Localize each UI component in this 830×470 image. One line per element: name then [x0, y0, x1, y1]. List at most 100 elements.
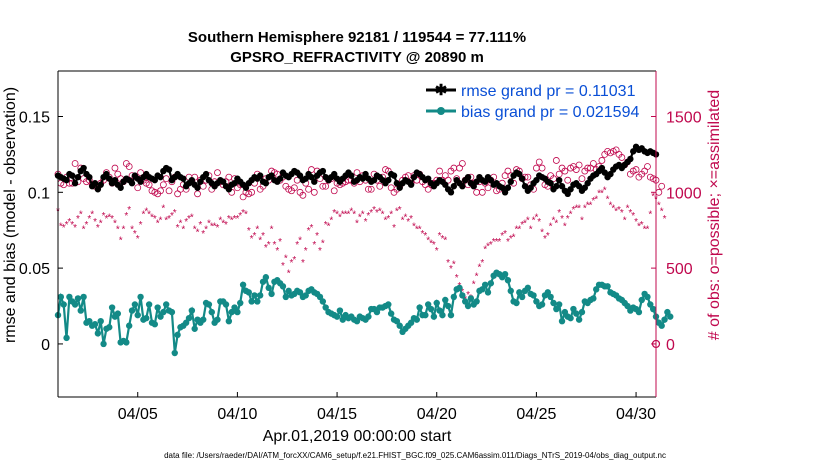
assimilated-obs-point: * — [432, 240, 436, 251]
rmse-point — [256, 172, 264, 179]
assimilated-obs-point: * — [509, 234, 513, 245]
possible-obs-point — [330, 187, 338, 195]
legend-bias-marker — [437, 107, 445, 115]
bias-point — [436, 307, 443, 314]
assimilated-obs-point: * — [144, 206, 148, 217]
assimilated-obs-point: * — [495, 237, 499, 248]
assimilated-obs-point: * — [375, 208, 379, 219]
assimilated-obs-point: * — [515, 225, 519, 236]
assimilated-obs-point: * — [586, 200, 590, 211]
assimilated-obs-point: * — [184, 217, 188, 228]
assimilated-obs-point: * — [267, 240, 271, 251]
bias-point — [151, 321, 159, 328]
assimilated-obs-point: * — [554, 219, 558, 230]
bias-point — [473, 298, 480, 305]
bias-point — [63, 334, 70, 342]
assimilated-obs-point: * — [589, 200, 593, 211]
possible-obs-point — [310, 188, 318, 196]
rmse-point — [69, 172, 76, 179]
assimilated-obs-point: * — [358, 213, 362, 224]
assimilated-obs-point: * — [295, 240, 299, 251]
bias-point — [225, 317, 233, 325]
assimilated-obs-point: * — [401, 216, 405, 227]
rmse-point — [598, 164, 606, 172]
assimilated-obs-point: * — [159, 216, 163, 227]
bias-point — [256, 292, 264, 299]
bias-point — [74, 295, 82, 302]
rmse-point — [128, 180, 136, 187]
x-tick-label: 04/10 — [217, 406, 257, 423]
rmse-point — [581, 184, 589, 191]
possible-obs-point — [538, 164, 546, 172]
possible-obs-point — [125, 163, 133, 170]
bias-point — [100, 340, 107, 348]
assimilated-obs-point: * — [181, 225, 185, 236]
assimilated-obs-point: * — [82, 225, 86, 236]
rmse-point — [370, 176, 378, 184]
assimilated-obs-point: * — [626, 203, 630, 214]
bias-point — [174, 331, 181, 339]
bias-point — [513, 299, 520, 307]
assimilated-obs-point: * — [406, 217, 410, 228]
rmse-point — [385, 176, 392, 184]
rmse-point — [219, 178, 227, 185]
possible-obs-point — [484, 184, 492, 192]
axes: 04/05 04/10 04/15 04/20 04/25 04/30 0 0.05 0.1 0.… — [19, 70, 702, 423]
rmse-point — [575, 183, 583, 190]
bias-point — [667, 313, 674, 320]
bias-point — [507, 287, 514, 295]
bias-point — [97, 317, 104, 325]
assimilated-obs-point: * — [338, 213, 342, 224]
rmse-point — [390, 172, 398, 179]
rmse-point — [188, 176, 196, 184]
bias-point — [433, 299, 440, 307]
assimilated-obs-point: * — [133, 229, 137, 240]
assimilated-obs-point: * — [517, 225, 521, 236]
bias-point — [185, 314, 193, 322]
rmse-point — [450, 183, 458, 190]
rmse-point — [359, 175, 366, 182]
assimilated-obs-point: * — [449, 264, 453, 275]
possible-obs-point — [134, 184, 142, 192]
assimilated-obs-point: * — [566, 214, 570, 225]
assimilated-obs-point: * — [583, 203, 587, 214]
assimilated-obs-point: * — [475, 272, 479, 283]
assimilated-obs-point: * — [403, 213, 407, 224]
assimilated-obs-point: * — [631, 211, 635, 222]
assimilated-obs-point: * — [284, 254, 288, 265]
bias-point — [251, 292, 258, 299]
assimilated-obs-point: * — [153, 214, 157, 225]
bias-point — [387, 310, 395, 317]
assimilated-obs-point: * — [335, 210, 339, 221]
bias-point — [319, 298, 327, 305]
bias-point — [624, 302, 631, 310]
bias-point — [353, 317, 361, 325]
assimilated-obs-point: * — [617, 205, 621, 216]
assimilated-obs-point: * — [446, 258, 450, 269]
bias-point — [86, 317, 93, 325]
possible-obs-point — [552, 157, 560, 164]
bias-point — [439, 311, 446, 319]
rmse-point — [262, 180, 270, 187]
assimilated-obs-point: * — [247, 226, 251, 237]
possible-obs-point — [632, 166, 640, 173]
bias-point — [160, 308, 167, 316]
assimilated-obs-point: * — [210, 222, 214, 233]
possible-obs-point — [376, 182, 384, 190]
assimilated-obs-point: * — [327, 222, 331, 233]
assimilated-obs-point: * — [65, 220, 69, 231]
assimilated-obs-point: * — [577, 203, 581, 214]
bias-point — [647, 301, 654, 308]
assimilated-obs-point: * — [384, 216, 388, 227]
assimilated-obs-point: * — [107, 213, 111, 224]
assimilated-obs-point: * — [104, 214, 108, 225]
rmse-point — [507, 178, 514, 185]
assimilated-obs-point: * — [198, 220, 202, 231]
assimilated-obs-point: * — [213, 222, 217, 233]
bias-point — [501, 270, 509, 278]
assimilated-obs-point: * — [640, 220, 644, 231]
assimilated-obs-point: * — [329, 216, 333, 227]
bias-point — [205, 301, 213, 308]
assimilated-obs-point: * — [611, 203, 615, 214]
rmse-point — [393, 180, 401, 187]
